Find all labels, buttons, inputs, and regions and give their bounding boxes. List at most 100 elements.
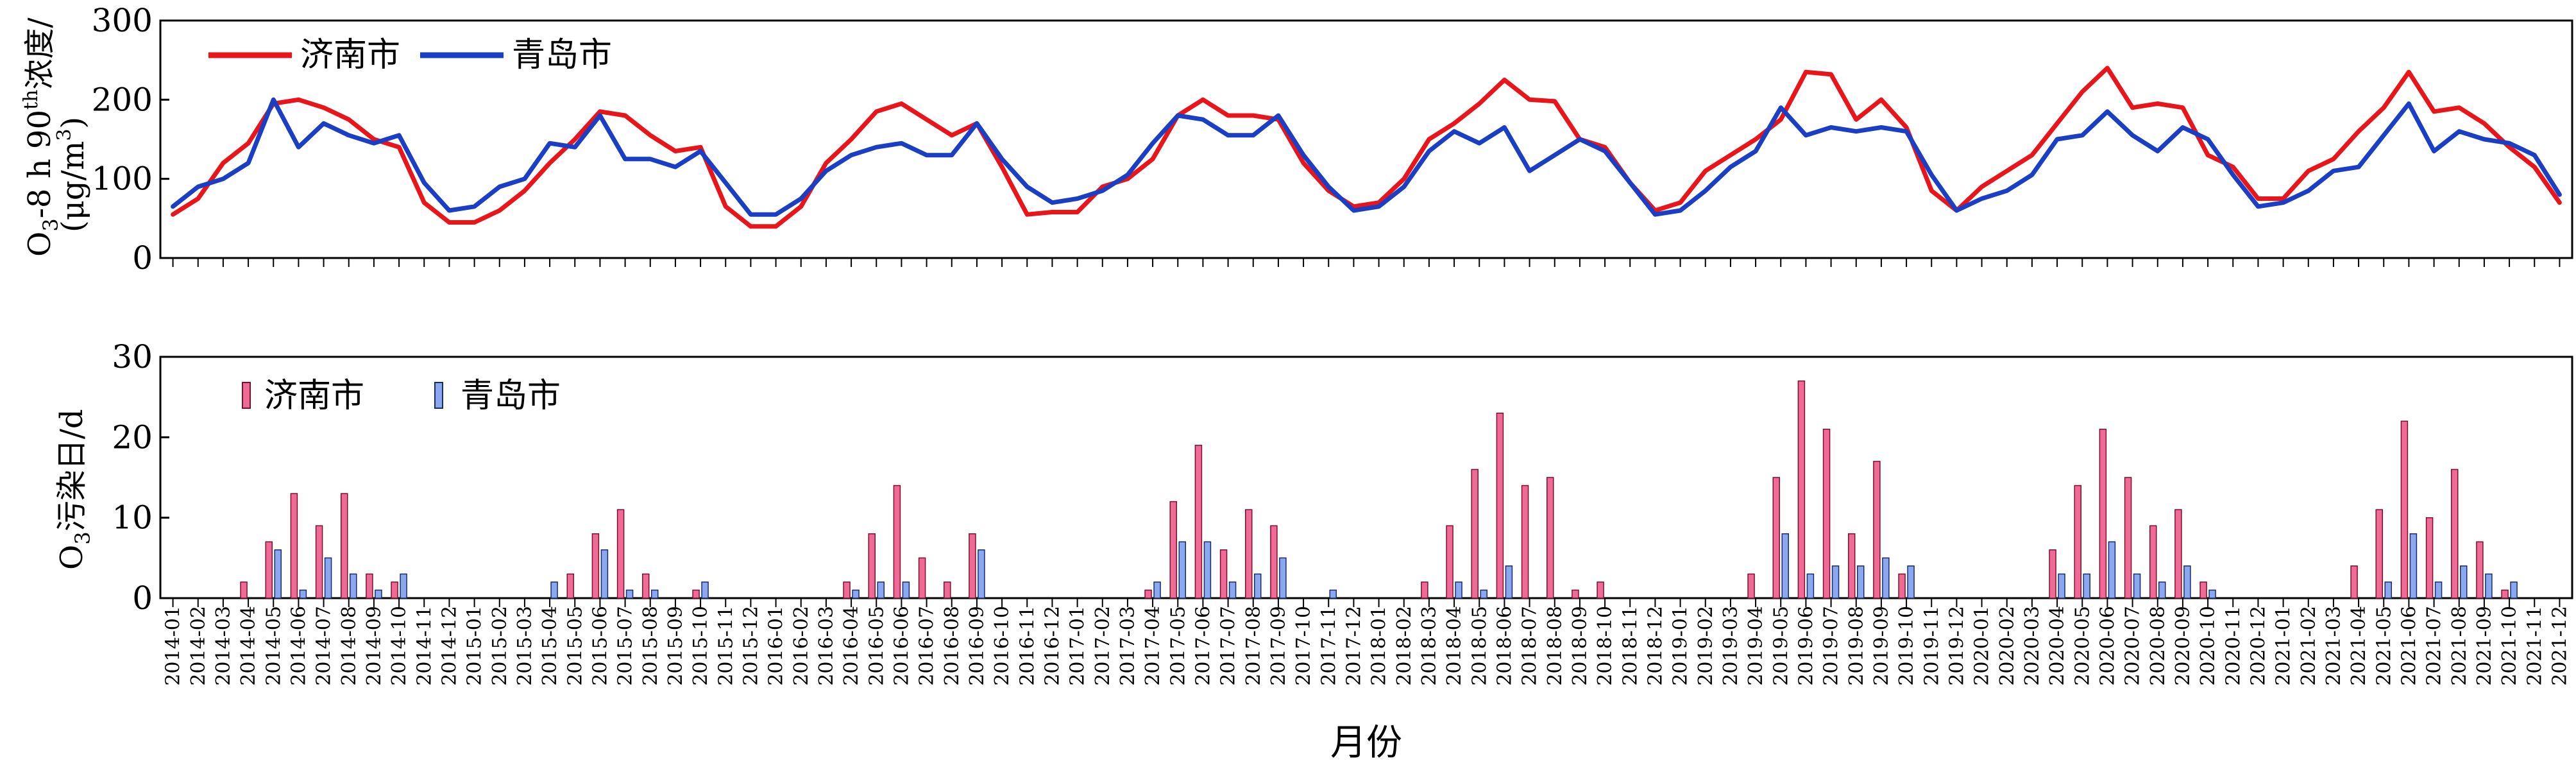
x-tick-label: 2020-03 [2021,606,2044,686]
bar-jinan-2014-04 [240,581,248,599]
x-tick-label: 2021-06 [2398,606,2420,686]
bar-jinan-2017-09 [1270,525,1278,599]
x-tick-label: 2016-09 [966,606,988,686]
x-tick-label: 2018-05 [1468,606,1491,686]
top-y-axis-label: O3-8 h 90th浓度/ [20,17,63,257]
top-y-axis-unit: (μg/m3) [53,117,91,232]
x-tick-label: 2017-05 [1167,606,1189,686]
bottom-legend: 济南市 青岛市 [242,377,561,415]
bar-qingdao-2018-05 [1480,589,1487,599]
x-tick-label: 2020-10 [2197,606,2219,686]
bar-jinan-2014-09 [366,573,373,599]
bar-jinan-2014-07 [315,525,323,599]
x-tick-label: 2016-07 [916,606,938,686]
x-tick-label: 2019-05 [1770,606,1792,686]
x-tick-label: 2021-08 [2448,606,2471,686]
top-legend: 济南市 青岛市 [208,36,612,74]
x-tick-label: 2021-07 [2423,606,2446,686]
x-tick-label: 2014-01 [162,606,185,686]
x-tick-label: 2015-12 [740,606,762,686]
x-tick-label: 2018-08 [1544,606,1566,686]
x-tick-label: 2016-06 [890,606,913,686]
x-tick-label: 2018-07 [1519,606,1541,686]
bar-qingdao-2020-09 [2183,565,2191,599]
legend-bar-label-jinan: 济南市 [264,377,364,415]
x-tick-label: 2014-05 [262,606,285,686]
bottom-y-ticks: 0 10 20 30 [112,338,169,617]
bar-qingdao-2021-09 [2485,573,2493,599]
series-line-jinan [171,65,2562,229]
bar-qingdao-2016-06 [902,581,910,599]
x-tick-label: 2017-10 [1292,606,1315,686]
bar-jinan-2021-04 [2350,565,2358,599]
x-tick-label: 2014-12 [438,606,461,686]
bar-qingdao-2016-04 [852,589,860,599]
x-tick-label: 2016-05 [865,606,888,686]
bar-jinan-2019-05 [1772,477,1780,599]
x-tick-label: 2015-10 [690,606,712,686]
x-tick-label: 2021-10 [2498,606,2521,686]
bar-qingdao-2019-07 [1831,565,1840,599]
x-tick-label: 2020-02 [1996,606,2019,686]
bar-qingdao-2018-06 [1505,565,1513,599]
bottom-x-ticks [172,598,2561,607]
x-tick-label: 2017-12 [1343,606,1365,686]
bar-jinan-2020-07 [2124,477,2132,599]
bar-qingdao-2020-07 [2133,573,2141,599]
x-tick-label: 2020-05 [2071,606,2094,686]
bottom-y-axis-label: O3污染日/d [54,409,95,570]
x-tick-label: 2018-04 [1443,606,1466,686]
x-tick-label: 2017-08 [1242,606,1265,686]
x-tick-label: 2021-09 [2473,606,2496,686]
bar-jinan-2019-07 [1822,429,1831,599]
x-tick-label: 2014-03 [212,606,235,686]
bar-qingdao-2020-05 [2083,573,2090,599]
x-tick-label: 2018-11 [1619,606,1641,686]
bar-jinan-2018-04 [1446,525,1453,599]
bar-jinan-2016-06 [893,485,901,599]
x-tick-label: 2020-09 [2172,606,2194,686]
legend-bar-qingdao [434,382,443,409]
bar-jinan-2018-05 [1471,468,1479,599]
bar-jinan-2014-10 [391,581,398,599]
x-tick-label: 2014-07 [313,606,335,686]
bar-jinan-2021-10 [2501,589,2509,599]
bar-jinan-2015-05 [566,573,574,599]
bar-qingdao-2014-08 [350,573,357,599]
bar-qingdao-2017-07 [1228,581,1237,599]
bottom-y-tick-label: 0 [132,580,153,617]
legend-label-jinan: 济南市 [300,36,400,74]
bar-qingdao-2021-05 [2384,581,2392,599]
bar-jinan-2020-04 [2049,549,2056,599]
x-tick-label: 2018-09 [1569,606,1591,686]
bar-qingdao-2020-06 [2108,541,2116,599]
bar-qingdao-2021-06 [2409,533,2418,599]
x-tick-label: 2019-04 [1745,606,1767,686]
bar-qingdao-2014-09 [375,589,382,599]
x-tick-label: 2015-09 [665,606,687,686]
x-tick-label: 2019-02 [1695,606,1717,686]
bar-jinan-2017-07 [1219,549,1228,599]
bar-qingdao-2021-08 [2460,565,2468,599]
bar-jinan-2017-04 [1144,589,1152,599]
bar-qingdao-2017-08 [1254,573,1262,599]
x-tick-label: 2016-02 [790,606,813,686]
top-panel: 0 100 200 300 O3-8 h 90th浓度/ (μg/m3) 济南市 青岛… [20,2,2573,277]
bar-jinan-2018-08 [1546,477,1554,599]
bar-jinan-2018-03 [1421,581,1428,599]
top-x-ticks [172,258,2561,267]
bar-qingdao-2017-04 [1153,581,1161,599]
x-tick-label: 2017-11 [1318,606,1340,686]
x-tick-label: 2015-02 [489,606,511,686]
x-tick-label: 2017-09 [1267,606,1290,686]
series-line-qingdao [171,97,2562,217]
bottom-x-tick-labels: 2014-01 2014-02 2014-03 2014-04 2014-05 2014-… [162,606,2572,686]
bar-qingdao-2014-07 [324,557,332,599]
bar-jinan-2020-08 [2149,525,2157,599]
x-tick-label: 2016-10 [991,606,1013,686]
x-tick-label: 2019-01 [1670,606,1692,686]
bottom-y-tick-label: 30 [112,338,153,375]
x-tick-label: 2016-01 [765,606,788,686]
